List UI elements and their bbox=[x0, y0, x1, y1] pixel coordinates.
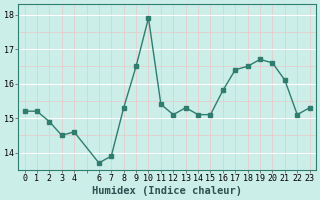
X-axis label: Humidex (Indice chaleur): Humidex (Indice chaleur) bbox=[92, 186, 242, 196]
